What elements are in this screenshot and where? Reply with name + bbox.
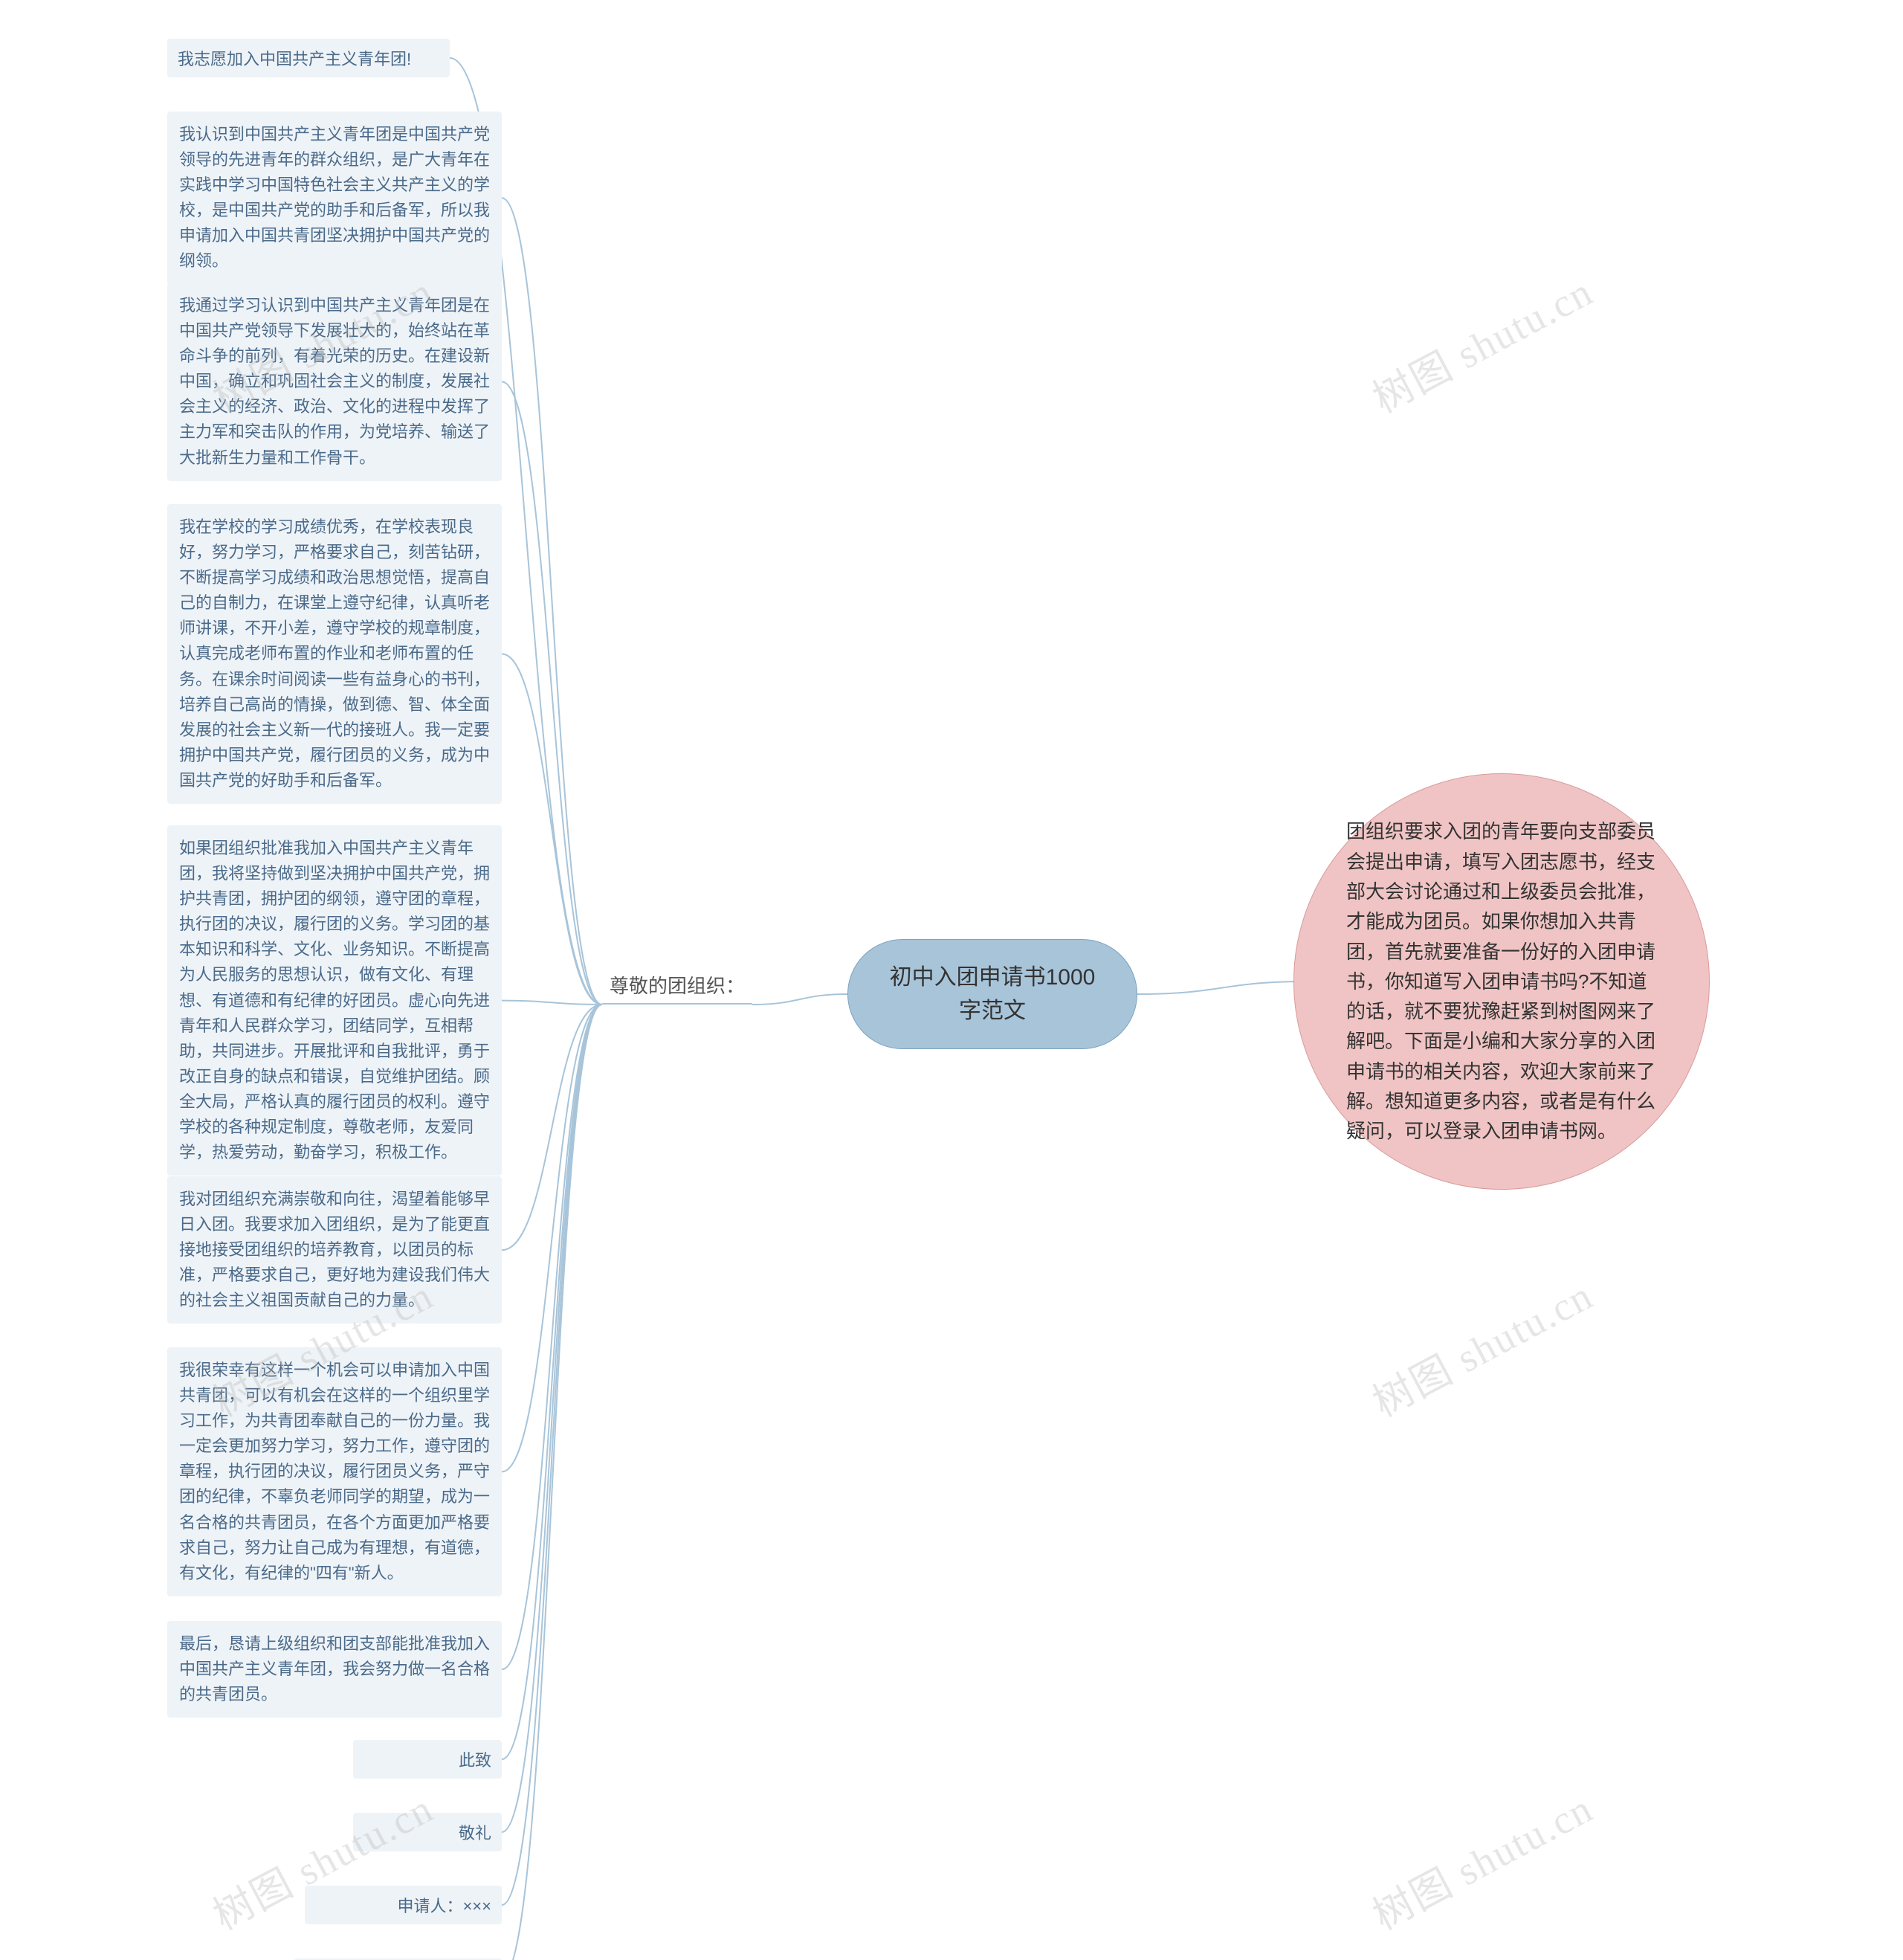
leaf-node-5: 我对团组织充满崇敬和向往，渴望着能够早日入团。我要求加入团组织，是为了能更直接地…	[167, 1176, 502, 1324]
watermark: 树图 shutu.cn	[1360, 259, 1601, 424]
leaf-node-2: 我通过学习认识到中国共产主义青年团是在中国共产党领导下发展壮大的，始终站在革命斗…	[167, 283, 502, 481]
center-node: 初中入团申请书1000字范文	[847, 939, 1137, 1049]
leaf-node-1: 我认识到中国共产主义青年团是中国共产党领导的先进青年的群众组织，是广大青年在实践…	[167, 112, 502, 285]
watermark: 树图 shutu.cn	[1360, 1776, 1601, 1941]
leaf-node-3: 我在学校的学习成绩优秀，在学校表现良好，努力学习，严格要求自己，刻苦钻研，不断提…	[167, 504, 502, 804]
leaf-node-9: 敬礼	[353, 1813, 502, 1851]
leaf-node-10: 申请人：×××	[305, 1886, 502, 1924]
leaf-node-0: 我志愿加入中国共产主义青年团!	[167, 39, 450, 77]
leaf-node-4: 如果团组织批准我加入中国共产主义青年团，我将坚持做到坚决拥护中国共产党，拥护共青…	[167, 825, 502, 1176]
leaf-node-8: 此致	[353, 1740, 502, 1779]
summary-node: 团组织要求入团的青年要向支部委员会提出申请，填写入团志愿书，经支部大会讨论通过和…	[1293, 773, 1710, 1190]
watermark: 树图 shutu.cn	[1360, 1263, 1601, 1428]
leaf-node-7: 最后，恳请上级组织和团支部能批准我加入中国共产主义青年团，我会努力做一名合格的共…	[167, 1621, 502, 1718]
leaf-node-6: 我很荣幸有这样一个机会可以申请加入中国共青团，可以有机会在这样的一个组织里学习工…	[167, 1347, 502, 1596]
salutation-node: 尊敬的团组织：	[602, 967, 752, 1005]
